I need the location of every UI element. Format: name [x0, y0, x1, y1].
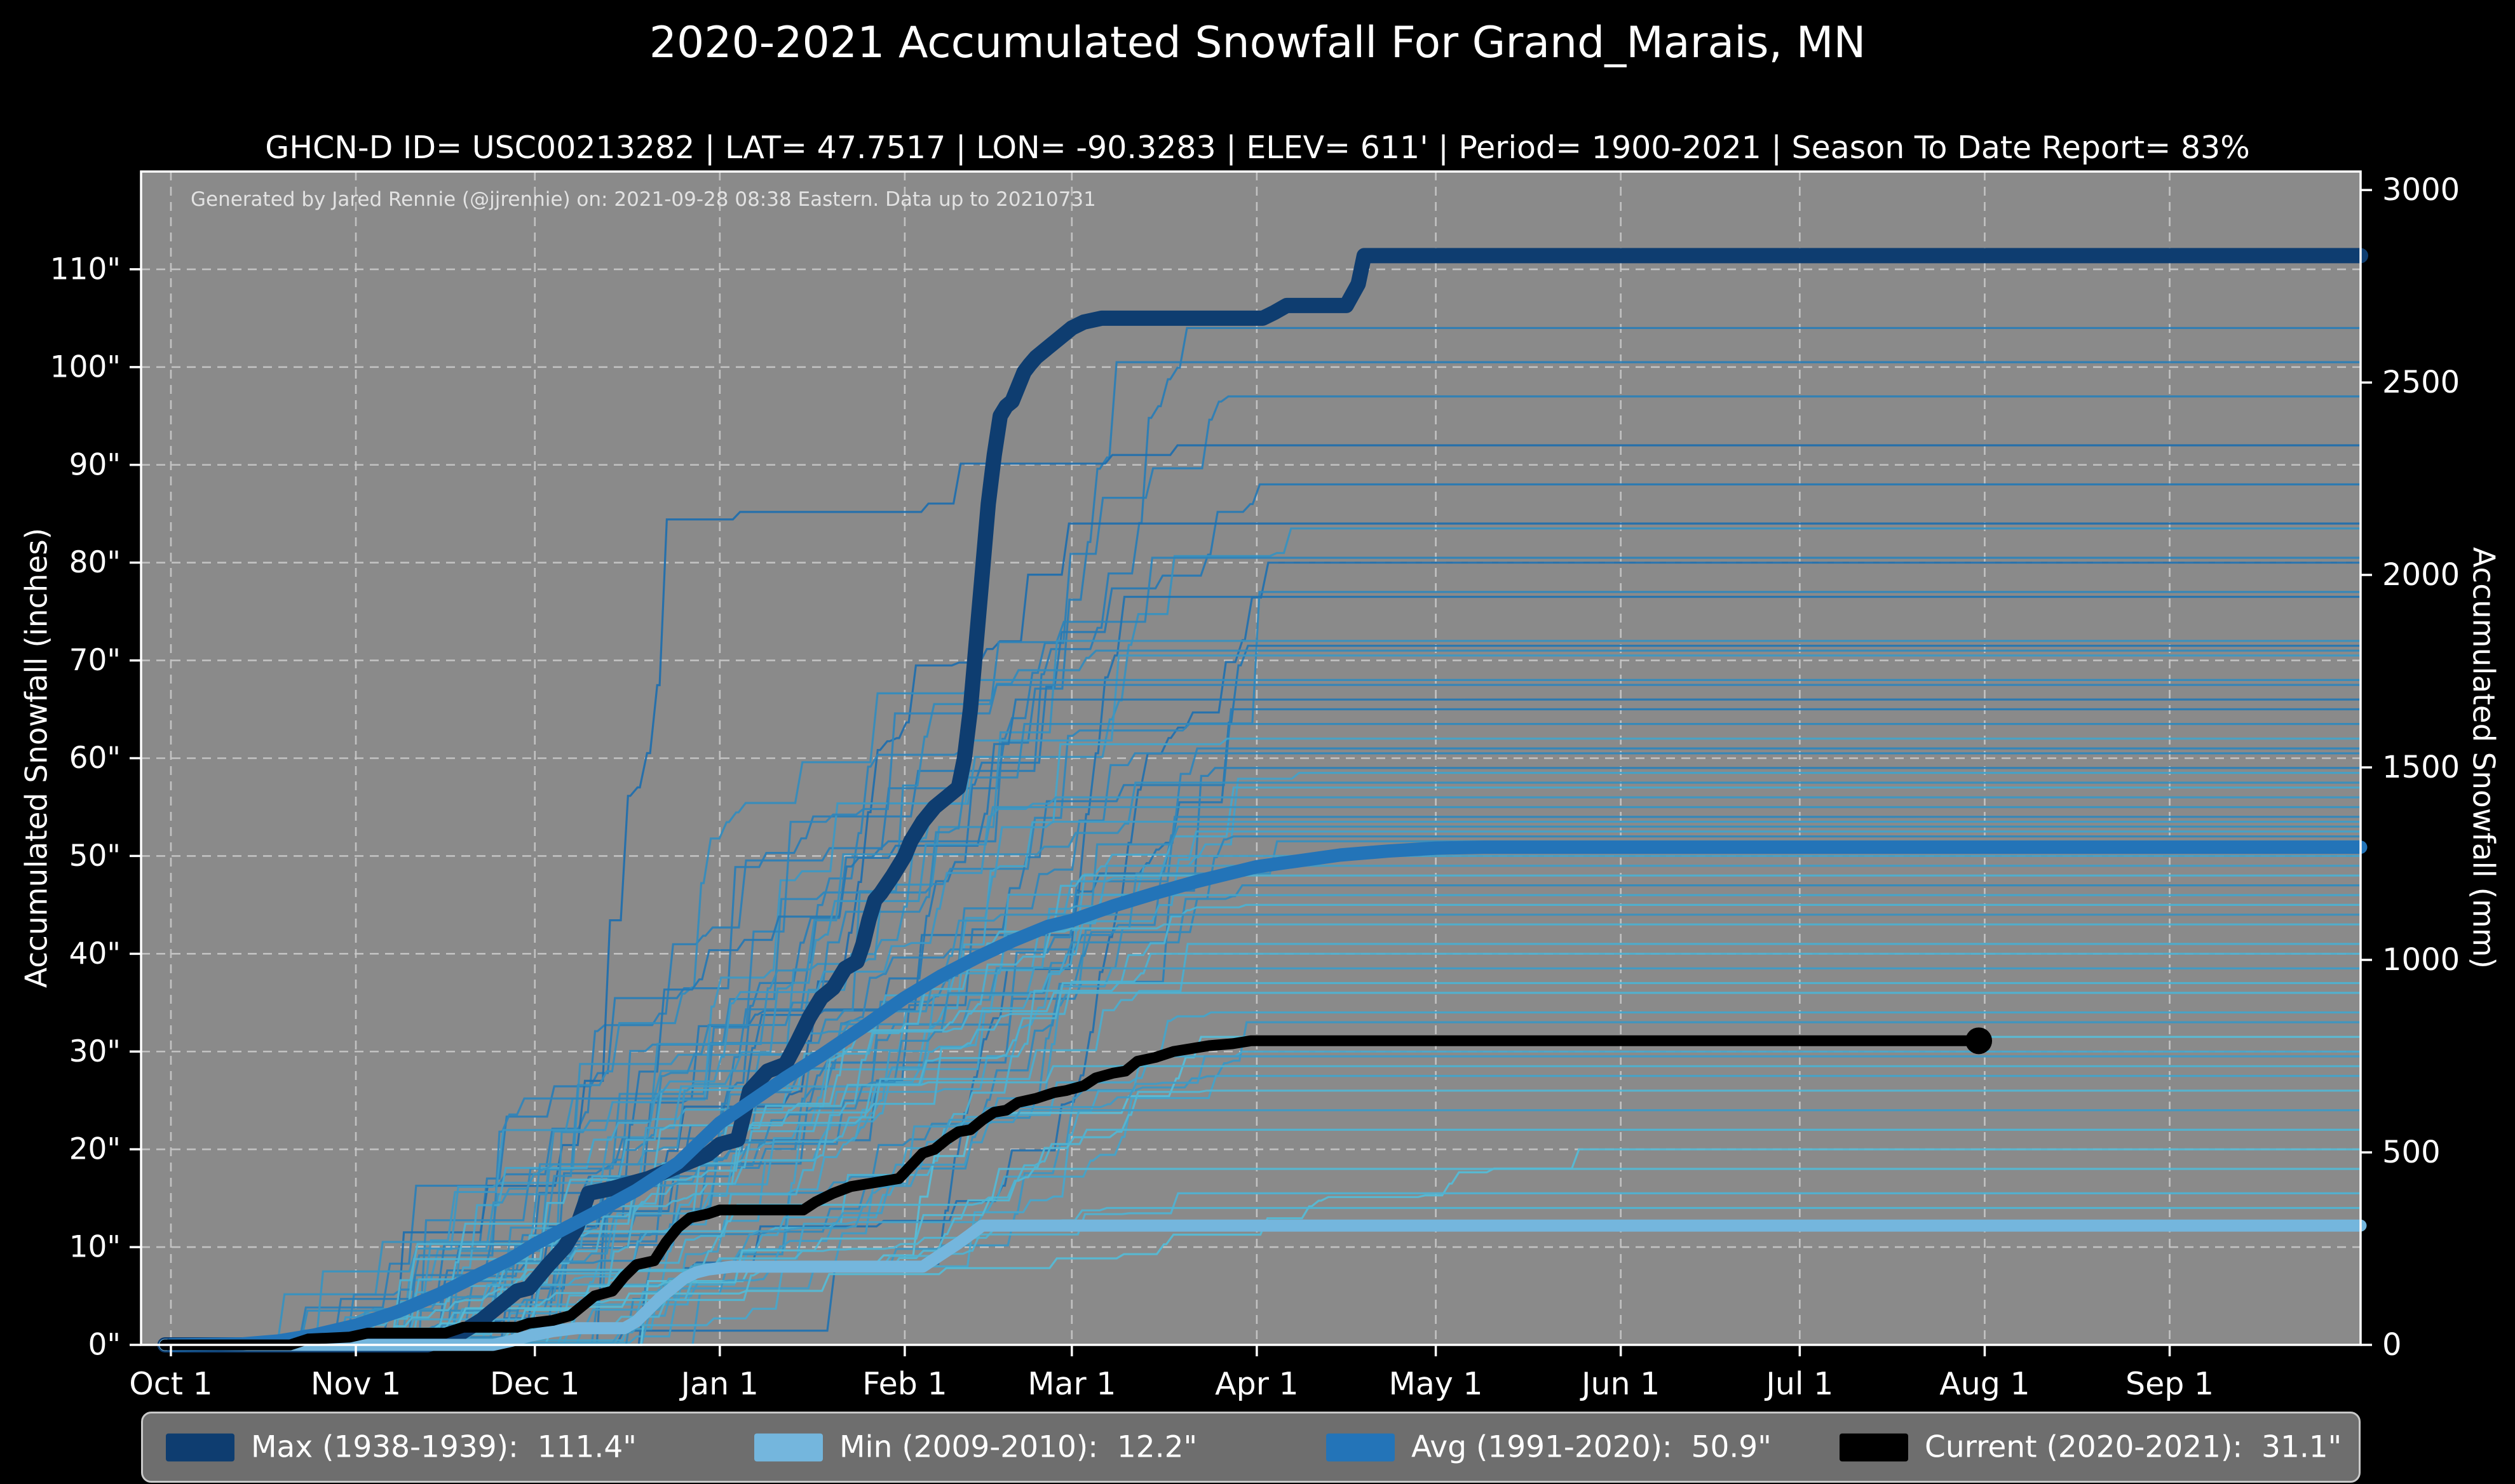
station-subtitle: GHCN-D ID= USC00213282 | LAT= 47.7517 | …: [265, 130, 2250, 166]
legend-swatch-avg: [1326, 1433, 1395, 1461]
series-avg-line: [164, 840, 2368, 1352]
tick-label: 20": [69, 1132, 121, 1167]
tick-label: May 1: [1389, 1366, 1483, 1402]
legend-item-avg: Avg (1991-2020): 50.9": [1326, 1430, 1772, 1465]
ensemble-season-line: [170, 1075, 2361, 1346]
ensemble-season-line: [170, 395, 2361, 1346]
tick-label: 40": [69, 936, 121, 971]
tick-label: 60": [69, 741, 121, 776]
ensemble-season-line: [170, 1065, 2361, 1346]
tick-label: Jan 1: [679, 1366, 759, 1402]
tick-label: Oct 1: [129, 1366, 212, 1402]
tick-label: 30": [69, 1034, 121, 1069]
legend-swatch-min: [754, 1433, 823, 1461]
ensemble-season-line: [170, 1055, 2361, 1346]
legend-item-current: Current (2020-2021): 31.1": [1840, 1430, 2342, 1465]
ensemble-season-line: [170, 781, 2361, 1346]
ensemble-season-line: [170, 444, 2361, 1346]
tick-label: Jul 1: [1764, 1366, 1833, 1402]
generated-by-annotation: Generated by Jared Rennie (@jjrennie) on…: [191, 188, 1096, 211]
series-min-line: [159, 1219, 2367, 1351]
legend-label-avg: Avg (1991-2020): 50.9": [1411, 1429, 1772, 1465]
tick-label: Nov 1: [311, 1366, 401, 1402]
legend-swatch-current: [1840, 1433, 1908, 1461]
legend-label-max: Max (1938-1939): 111.4": [251, 1429, 637, 1465]
axis-ticks-layer: 0" 10" 20" 30" 40" 50" 60" 70" 80" 90" 100" 110" 0 50…: [50, 172, 2460, 1402]
ensemble-season-line: [170, 644, 2361, 1346]
legend-label-current: Current (2020-2021): 31.1": [1925, 1429, 2342, 1465]
legend-item-min: Min (2009-2010): 12.2": [754, 1430, 1197, 1465]
tick-label: Apr 1: [1215, 1366, 1299, 1402]
ensemble-season-line: [170, 562, 2361, 1346]
ensemble-season-line: [170, 591, 2361, 1346]
legend-label-min: Min (2009-2010): 12.2": [839, 1429, 1198, 1465]
ensemble-season-line: [170, 1128, 2361, 1346]
ensemble-season-line: [170, 825, 2361, 1346]
tick-label: 10": [69, 1230, 121, 1265]
tick-label: Aug 1: [1939, 1366, 2030, 1402]
tick-label: 80": [69, 545, 121, 580]
ensemble-season-line: [170, 806, 2361, 1346]
page-title: 2020-2021 Accumulated Snowfall For Grand…: [649, 18, 1866, 68]
ensemble-season-line: [170, 894, 2361, 1346]
legend-swatch-max: [166, 1433, 234, 1461]
ensemble-season-line: [170, 1050, 2361, 1346]
ensemble-season-line: [170, 527, 2361, 1346]
tick-label: 1000: [2382, 942, 2460, 978]
current-endpoint-dot: [1965, 1027, 1993, 1055]
ensemble-season-line: [170, 684, 2361, 1346]
legend-item-max: Max (1938-1939): 111.4": [166, 1430, 637, 1465]
tick-label: Jun 1: [1580, 1366, 1660, 1402]
tick-label: 100": [50, 349, 121, 384]
tick-label: Feb 1: [862, 1366, 947, 1402]
tick-label: 0": [88, 1328, 121, 1363]
tick-label: 90": [69, 447, 121, 482]
tick-label: 110": [50, 252, 121, 287]
tick-label: 3000: [2382, 172, 2460, 208]
ensemble-season-line: [170, 327, 2361, 1346]
tick-label: 500: [2382, 1135, 2441, 1170]
series-current-line: [159, 1027, 1993, 1351]
y-axis-label-inches: Accumulated Snowfall (inches): [19, 527, 55, 988]
tick-label: Sep 1: [2125, 1366, 2214, 1402]
tick-label: 50": [69, 839, 121, 874]
tick-label: 2500: [2382, 365, 2460, 400]
ensemble-season-line: [170, 943, 2361, 1346]
tick-label: Mar 1: [1027, 1366, 1116, 1402]
ensemble-season-line: [170, 981, 2361, 1346]
tick-label: 1500: [2382, 750, 2460, 785]
tick-label: 0: [2382, 1327, 2402, 1363]
ensemble-season-line: [170, 1089, 2361, 1346]
ensemble-season-line: [170, 767, 2361, 1346]
tick-label: Dec 1: [490, 1366, 580, 1402]
ensemble-season-line: [170, 923, 2361, 1346]
y-axis-label-mm: Accumulated Snowfall (mm): [2465, 547, 2501, 969]
ensemble-season-line: [170, 698, 2361, 1346]
tick-label: 70": [69, 643, 121, 678]
tick-label: 2000: [2382, 557, 2460, 593]
legend: Max (1938-1939): 111.4" Min (2009-2010): …: [141, 1412, 2361, 1483]
